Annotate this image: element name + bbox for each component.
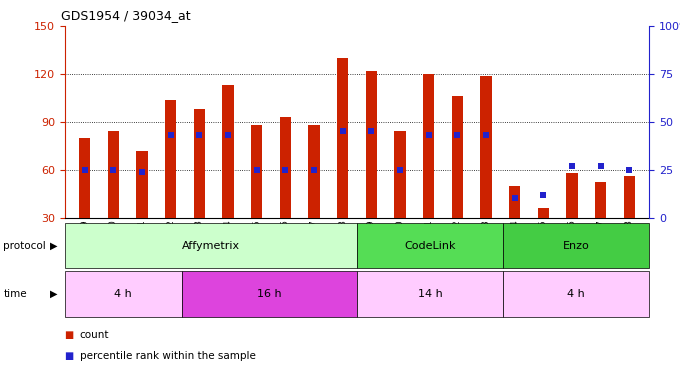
- Text: ■: ■: [65, 330, 74, 340]
- Bar: [509, 186, 520, 218]
- Text: 4 h: 4 h: [114, 289, 132, 299]
- Text: 16 h: 16 h: [257, 289, 282, 299]
- Bar: [595, 183, 607, 218]
- Bar: [79, 138, 90, 218]
- Bar: [503, 223, 649, 268]
- Bar: [279, 117, 291, 218]
- Text: 14 h: 14 h: [418, 289, 443, 299]
- Text: GDS1954 / 39034_at: GDS1954 / 39034_at: [61, 9, 191, 22]
- Bar: [251, 125, 262, 218]
- Bar: [194, 109, 205, 217]
- Text: ■: ■: [65, 351, 74, 361]
- Bar: [222, 85, 234, 218]
- Bar: [366, 71, 377, 217]
- Bar: [357, 223, 503, 268]
- Text: 4 h: 4 h: [567, 289, 585, 299]
- Bar: [165, 100, 176, 218]
- Bar: [423, 74, 435, 217]
- Bar: [566, 173, 578, 217]
- Bar: [538, 208, 549, 218]
- Text: count: count: [80, 330, 109, 340]
- Bar: [394, 132, 406, 218]
- Bar: [503, 271, 649, 317]
- Bar: [65, 223, 357, 268]
- Text: time: time: [3, 289, 27, 299]
- Bar: [308, 125, 320, 218]
- Text: protocol: protocol: [3, 241, 46, 250]
- Text: percentile rank within the sample: percentile rank within the sample: [80, 351, 256, 361]
- Text: Affymetrix: Affymetrix: [182, 241, 240, 250]
- Bar: [136, 150, 148, 217]
- Bar: [452, 96, 463, 218]
- Bar: [65, 271, 182, 317]
- Bar: [107, 132, 119, 218]
- Bar: [182, 271, 357, 317]
- Text: Enzo: Enzo: [563, 241, 590, 250]
- Bar: [357, 271, 503, 317]
- Text: ▶: ▶: [50, 289, 57, 299]
- Bar: [337, 58, 348, 217]
- Bar: [624, 176, 635, 218]
- Text: CodeLink: CodeLink: [405, 241, 456, 250]
- Text: ▶: ▶: [50, 241, 57, 250]
- Bar: [480, 76, 492, 217]
